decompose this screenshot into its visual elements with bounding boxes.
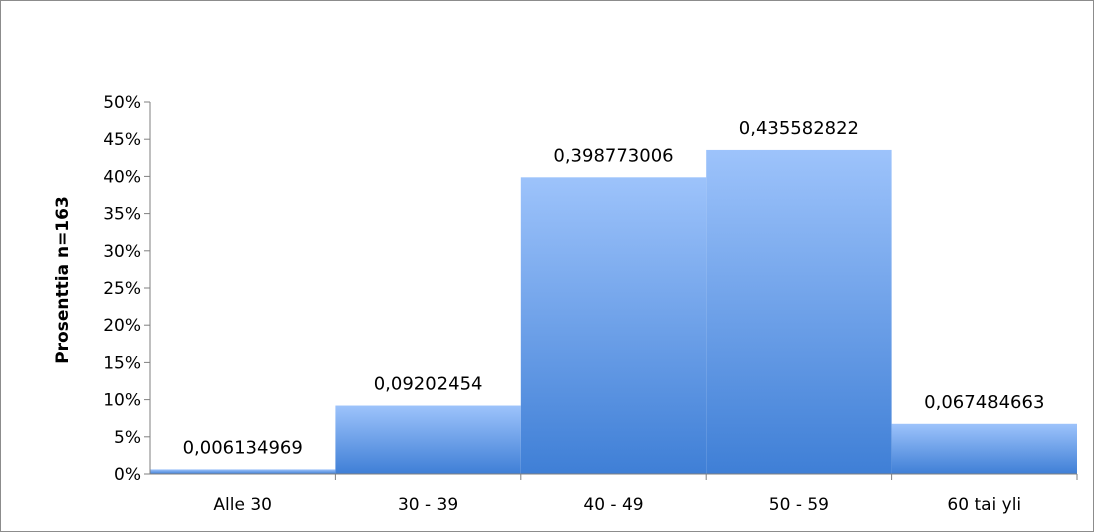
- y-tick-label: 10%: [103, 391, 141, 411]
- y-tick-label: 35%: [103, 205, 141, 225]
- y-tick-label: 25%: [103, 279, 141, 299]
- y-tick-label: 15%: [103, 353, 141, 373]
- y-tick-label: 45%: [103, 130, 141, 150]
- bar: [520, 177, 707, 475]
- bar: [891, 423, 1077, 474]
- data-label: 0,398773006: [553, 145, 673, 166]
- data-labels: 0,006134969 0,09202454 0,398773006 0,435582…: [183, 118, 1045, 459]
- data-label: 0,067484663: [924, 392, 1044, 413]
- data-label: 0,006134969: [183, 437, 303, 458]
- x-category-label: 30 - 39: [398, 495, 458, 515]
- y-tick-label: 5%: [114, 428, 141, 448]
- bar: [706, 149, 892, 474]
- x-axis-categories: Alle 30 30 - 39 40 - 49 50 - 59 60 tai yli: [213, 474, 1078, 515]
- y-tick-label: 20%: [103, 316, 141, 336]
- y-tick-label: 30%: [103, 242, 141, 262]
- y-tick-label: 0%: [114, 465, 141, 485]
- x-category-label: 50 - 59: [769, 495, 829, 515]
- bars: [150, 149, 1077, 475]
- x-category-label: Alle 30: [213, 495, 272, 515]
- bar: [335, 405, 521, 474]
- x-category-label: 60 tai yli: [947, 495, 1021, 515]
- y-tick-label: 50%: [103, 93, 141, 113]
- data-label: 0,435582822: [739, 118, 859, 139]
- y-axis-ticks: 0% 5% 10% 15% 20% 25% 30% 35% 40% 45% 50%: [103, 93, 150, 485]
- bar: [150, 469, 336, 474]
- data-label: 0,09202454: [374, 374, 483, 395]
- y-tick-label: 40%: [103, 167, 141, 187]
- y-axis-title: Prosenttia n=163: [53, 196, 73, 364]
- x-category-label: 40 - 49: [583, 495, 643, 515]
